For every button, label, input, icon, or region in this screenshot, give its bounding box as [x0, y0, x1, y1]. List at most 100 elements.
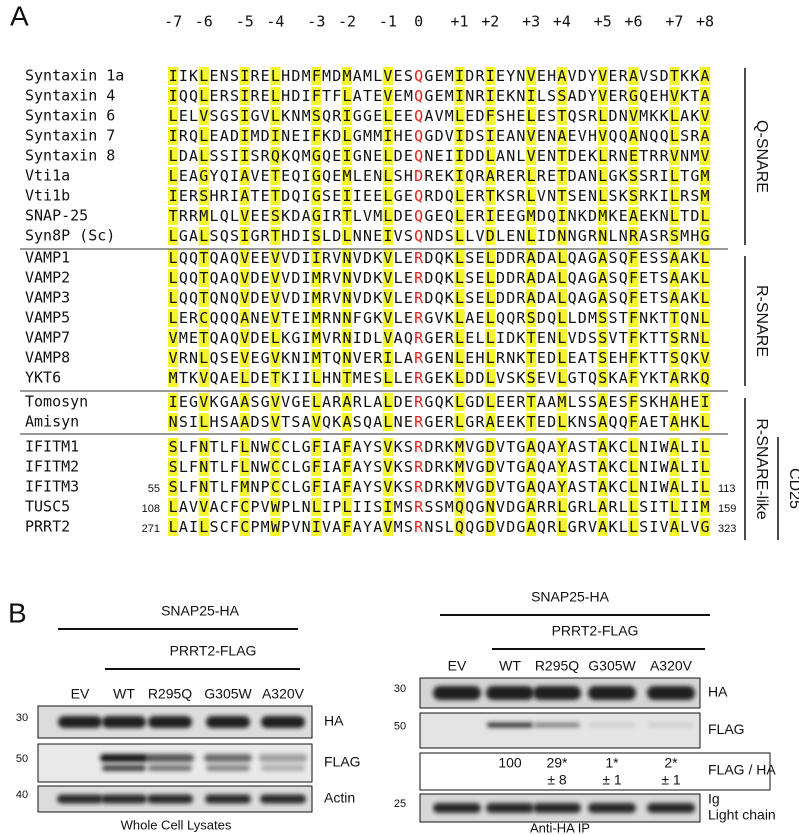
layer-highlight: [597, 187, 608, 205]
layer-highlight: [526, 127, 537, 145]
layer-highlight: [699, 369, 711, 387]
layer-highlight: [485, 289, 496, 307]
layer-highlight: [597, 478, 608, 496]
layer-highlight: [198, 458, 209, 476]
layer-highlight: [669, 413, 680, 431]
residue-end: 113: [718, 483, 736, 495]
layer-highlight: [628, 269, 639, 287]
layer-highlight: [699, 329, 711, 347]
blot-label: FLAG: [324, 754, 361, 770]
layer-highlight: [239, 498, 250, 516]
layer-label: -7: [164, 13, 182, 31]
layer-highlight: [628, 127, 639, 145]
layer-highlight: [239, 349, 250, 367]
prey-label: PRRT2-FLAG: [170, 643, 257, 659]
layer-highlight: [454, 309, 465, 327]
layer-highlight: [556, 227, 567, 245]
layer-highlight: [341, 87, 353, 105]
layer-highlight: [454, 458, 465, 476]
layer-highlight: [628, 167, 639, 185]
layer-highlight: [669, 478, 680, 496]
layer-highlight: [556, 498, 567, 516]
layer-highlight: [699, 147, 711, 165]
sequence: LDALSSIISRQKQMGQEIGNELDEQNEIIDDLANLVENTD…: [169, 147, 710, 165]
layer-highlight: [382, 458, 394, 476]
layer-highlight: [485, 393, 496, 411]
layer-highlight: [597, 329, 608, 347]
layer-highlight: [485, 227, 496, 245]
layer-highlight: [669, 438, 680, 456]
layer-highlight: [341, 127, 353, 145]
layer-highlight: [699, 227, 711, 245]
layer-highlight: [699, 167, 711, 185]
layer-highlight: [628, 458, 639, 476]
layer-highlight: [270, 67, 281, 85]
layer-highlight: [311, 458, 322, 476]
layer-highlight: [341, 187, 353, 205]
layer-highlight: [597, 289, 608, 307]
quant-mean: 1*: [605, 755, 619, 771]
layer-highlight: [556, 167, 567, 185]
layer-highlight: [168, 147, 179, 165]
group-label: R-SNARE: [753, 285, 770, 357]
layer-highlight: [311, 107, 322, 125]
layer-highlight: [485, 498, 496, 516]
layer-highlight: [699, 127, 711, 145]
layer-highlight: [168, 249, 179, 267]
layer-highlight: [382, 269, 394, 287]
layer-highlight: [597, 127, 608, 145]
protein-name: VAMP7: [25, 329, 70, 347]
layer-highlight: [311, 478, 322, 496]
layer-highlight: [382, 478, 394, 496]
layer-highlight: [168, 87, 179, 105]
layer-highlight: [699, 107, 711, 125]
layer-highlight: [270, 87, 281, 105]
layer-highlight: [382, 393, 394, 411]
layer-highlight: [597, 413, 608, 431]
mw-marker: 40: [16, 789, 28, 801]
layer-highlight: [341, 329, 353, 347]
layer-highlight: [526, 167, 537, 185]
layer-highlight: [699, 498, 711, 516]
layer-highlight: [454, 329, 465, 347]
layer-highlight: [198, 187, 209, 205]
layer-highlight: [597, 107, 608, 125]
layer-highlight: [168, 369, 179, 387]
sequence: LAILSCFCPMWPVNIVAFAYAVMSRNSLQQGDVDGAQRLG…: [169, 518, 710, 536]
layer-label: -1: [379, 13, 397, 31]
layer-highlight: [699, 187, 711, 205]
layer-highlight: [198, 249, 209, 267]
layer-highlight: [556, 393, 567, 411]
layer-highlight: [485, 187, 496, 205]
layer-highlight: [454, 127, 465, 145]
layer-highlight: [454, 349, 465, 367]
layer-highlight: [526, 227, 537, 245]
lane-label: EV: [71, 686, 90, 702]
layer-highlight: [270, 227, 281, 245]
group-label: CD25: [786, 468, 799, 509]
layer-highlight: [628, 207, 639, 225]
blot-frame: [419, 752, 771, 791]
layer-highlight: [669, 127, 680, 145]
blot-band: [647, 803, 695, 813]
layer-highlight: [628, 107, 639, 125]
layer-highlight: [341, 207, 353, 225]
layer-highlight: [699, 393, 711, 411]
layer-highlight: [382, 187, 394, 205]
lane-label: WT: [113, 686, 135, 702]
protein-name: VAMP8: [25, 349, 70, 367]
layer-highlight: [311, 349, 322, 367]
layer-highlight: [454, 87, 465, 105]
layer-highlight: [526, 289, 537, 307]
blot-band: [100, 754, 148, 762]
layer-highlight: [485, 518, 496, 536]
layer-highlight: [311, 393, 322, 411]
layer-highlight: [454, 249, 465, 267]
layer-highlight: [382, 227, 394, 245]
layer-highlight: [526, 269, 537, 287]
layer-highlight: [382, 67, 394, 85]
layer-highlight: [556, 309, 567, 327]
blot-band: [102, 765, 146, 771]
blot-label: Light chain: [708, 807, 776, 823]
